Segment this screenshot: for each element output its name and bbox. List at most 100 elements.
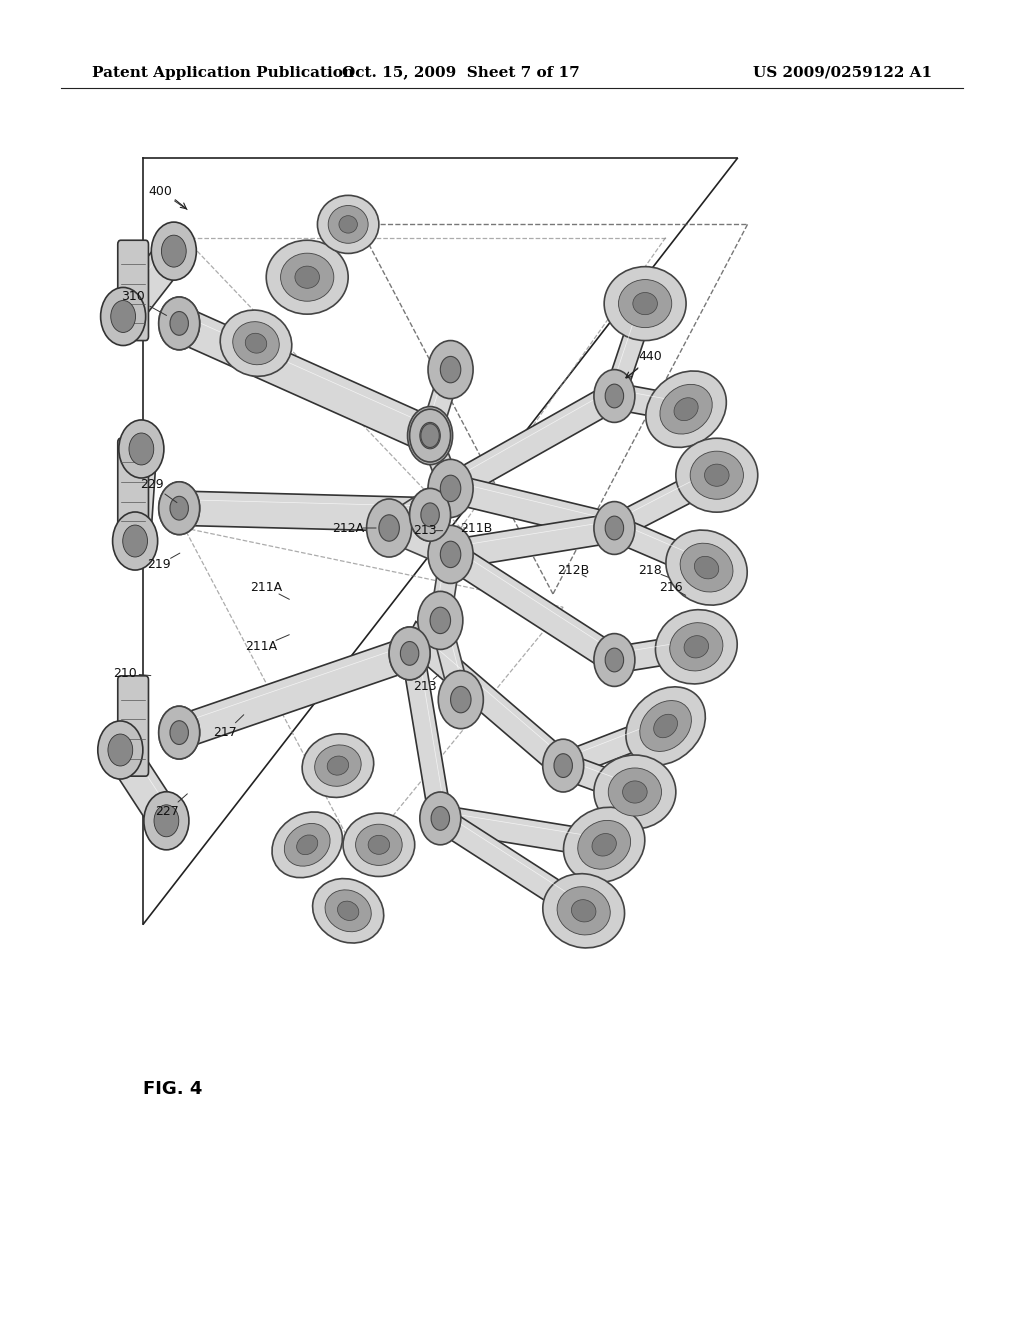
Polygon shape [176,636,413,750]
Text: 211A: 211A [250,581,283,594]
Ellipse shape [694,556,719,579]
Circle shape [408,407,453,465]
Text: 216: 216 [658,581,683,594]
Ellipse shape [355,824,402,866]
Circle shape [389,627,430,680]
Polygon shape [431,616,470,704]
Text: FIG. 4: FIG. 4 [143,1080,203,1098]
Ellipse shape [314,744,361,787]
Circle shape [398,639,421,668]
Ellipse shape [557,887,610,935]
Circle shape [438,671,483,729]
Circle shape [440,475,461,502]
Circle shape [431,807,450,830]
Circle shape [410,488,451,541]
Circle shape [159,706,200,759]
Text: 218: 218 [638,564,663,577]
Polygon shape [113,238,184,330]
Polygon shape [449,474,616,543]
Ellipse shape [220,310,292,376]
Circle shape [159,297,200,350]
Circle shape [162,235,186,267]
Polygon shape [179,491,430,532]
Polygon shape [174,306,435,453]
Ellipse shape [312,879,384,942]
Ellipse shape [618,280,672,327]
Circle shape [159,297,200,350]
FancyBboxPatch shape [118,438,148,539]
Circle shape [159,482,200,535]
Circle shape [410,409,451,462]
Circle shape [170,721,188,744]
Ellipse shape [343,813,415,876]
Ellipse shape [659,384,713,434]
Circle shape [143,792,188,850]
Text: 440: 440 [638,350,663,363]
Circle shape [123,525,147,557]
Ellipse shape [705,465,729,486]
Circle shape [605,648,624,672]
Circle shape [605,384,624,408]
Ellipse shape [666,531,748,605]
Text: 229: 229 [139,478,164,491]
Ellipse shape [543,874,625,948]
Ellipse shape [328,206,369,243]
Text: Patent Application Publication: Patent Application Publication [92,66,354,79]
Text: 211B: 211B [460,521,493,535]
Ellipse shape [680,544,733,591]
Ellipse shape [338,902,358,920]
Circle shape [421,424,439,447]
Circle shape [430,607,451,634]
Circle shape [400,642,419,665]
Circle shape [159,706,200,759]
Ellipse shape [328,756,348,775]
Circle shape [170,312,188,335]
Circle shape [389,627,430,680]
Circle shape [420,792,461,845]
Circle shape [428,525,473,583]
Ellipse shape [246,333,266,354]
Ellipse shape [594,755,676,829]
Ellipse shape [339,215,357,234]
Circle shape [605,516,624,540]
Circle shape [159,482,200,535]
Ellipse shape [592,833,616,857]
Ellipse shape [285,824,330,866]
Ellipse shape [690,451,743,499]
Circle shape [440,356,461,383]
Text: 213: 213 [413,680,437,693]
Circle shape [554,754,572,777]
Polygon shape [439,805,605,858]
Circle shape [428,459,473,517]
Ellipse shape [676,438,758,512]
Ellipse shape [655,610,737,684]
Circle shape [98,721,143,779]
FancyBboxPatch shape [118,240,148,341]
Ellipse shape [626,686,706,766]
Circle shape [108,734,133,766]
Text: 212A: 212A [332,521,365,535]
Circle shape [367,499,412,557]
Polygon shape [403,622,569,777]
Text: 217: 217 [213,726,238,739]
Text: 212B: 212B [557,564,590,577]
Circle shape [379,515,399,541]
Polygon shape [446,383,618,502]
Ellipse shape [281,253,334,301]
Circle shape [129,433,154,465]
Circle shape [543,739,584,792]
Polygon shape [610,463,721,540]
Circle shape [419,421,441,450]
Circle shape [170,496,188,520]
Ellipse shape [646,371,726,447]
Circle shape [100,288,145,346]
Circle shape [168,718,190,747]
Ellipse shape [297,836,317,854]
Circle shape [440,541,461,568]
Circle shape [594,634,635,686]
Polygon shape [450,513,615,569]
Polygon shape [560,752,638,805]
Circle shape [594,502,635,554]
Circle shape [421,503,439,527]
Text: US 2009/0259122 A1: US 2009/0259122 A1 [753,66,932,79]
